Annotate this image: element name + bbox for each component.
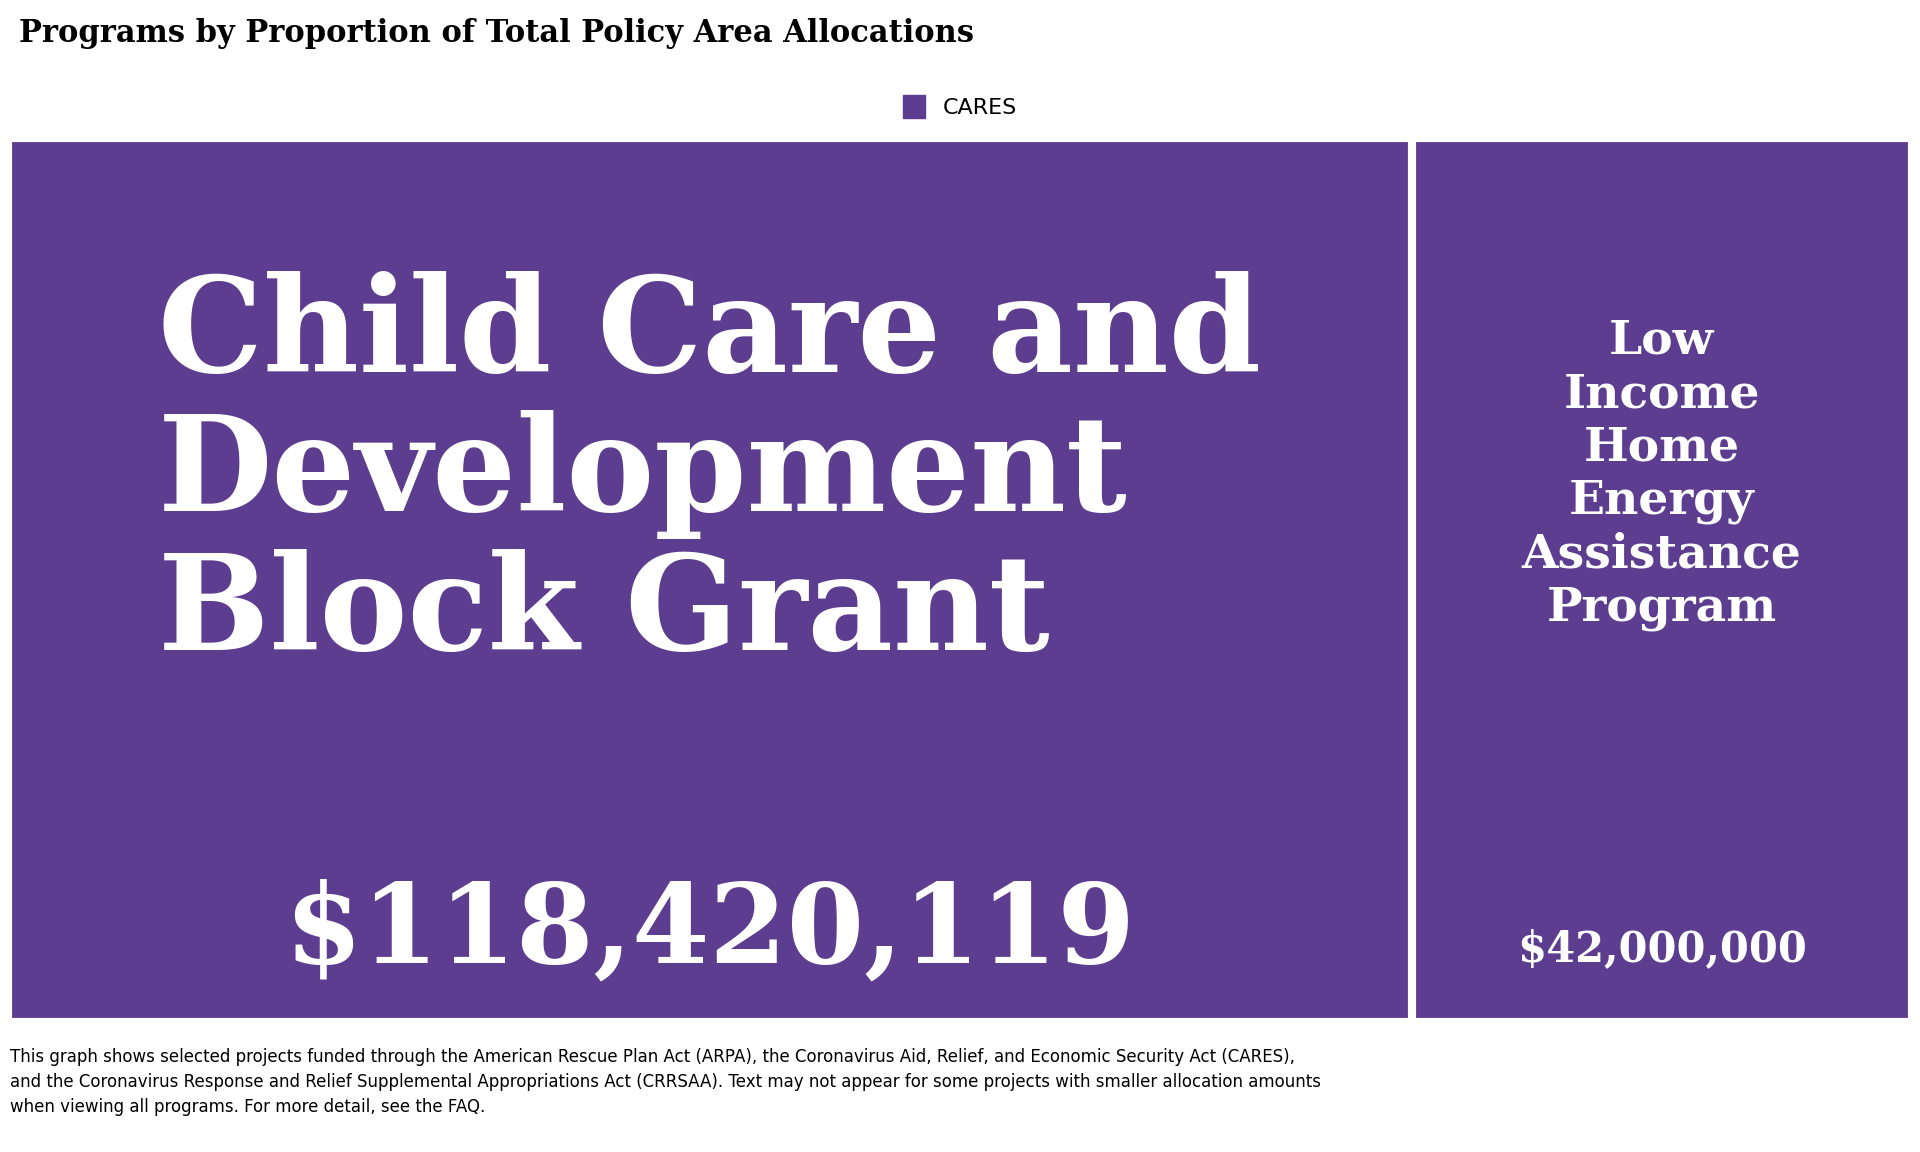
Bar — [1413, 141, 1910, 1020]
Legend: CARES: CARES — [895, 86, 1025, 127]
Text: $118,420,119: $118,420,119 — [284, 879, 1135, 985]
Text: Programs by Proportion of Total Policy Area Allocations: Programs by Proportion of Total Policy A… — [19, 18, 973, 48]
Text: $42,000,000: $42,000,000 — [1517, 929, 1807, 971]
Text: This graph shows selected projects funded through the American Rescue Plan Act (: This graph shows selected projects funde… — [10, 1048, 1321, 1116]
Text: Low
Income
Home
Energy
Assistance
Program: Low Income Home Energy Assistance Progra… — [1523, 318, 1801, 631]
Bar — [10, 141, 1409, 1020]
Text: Child Care and
Development
Block Grant: Child Care and Development Block Grant — [157, 271, 1261, 679]
